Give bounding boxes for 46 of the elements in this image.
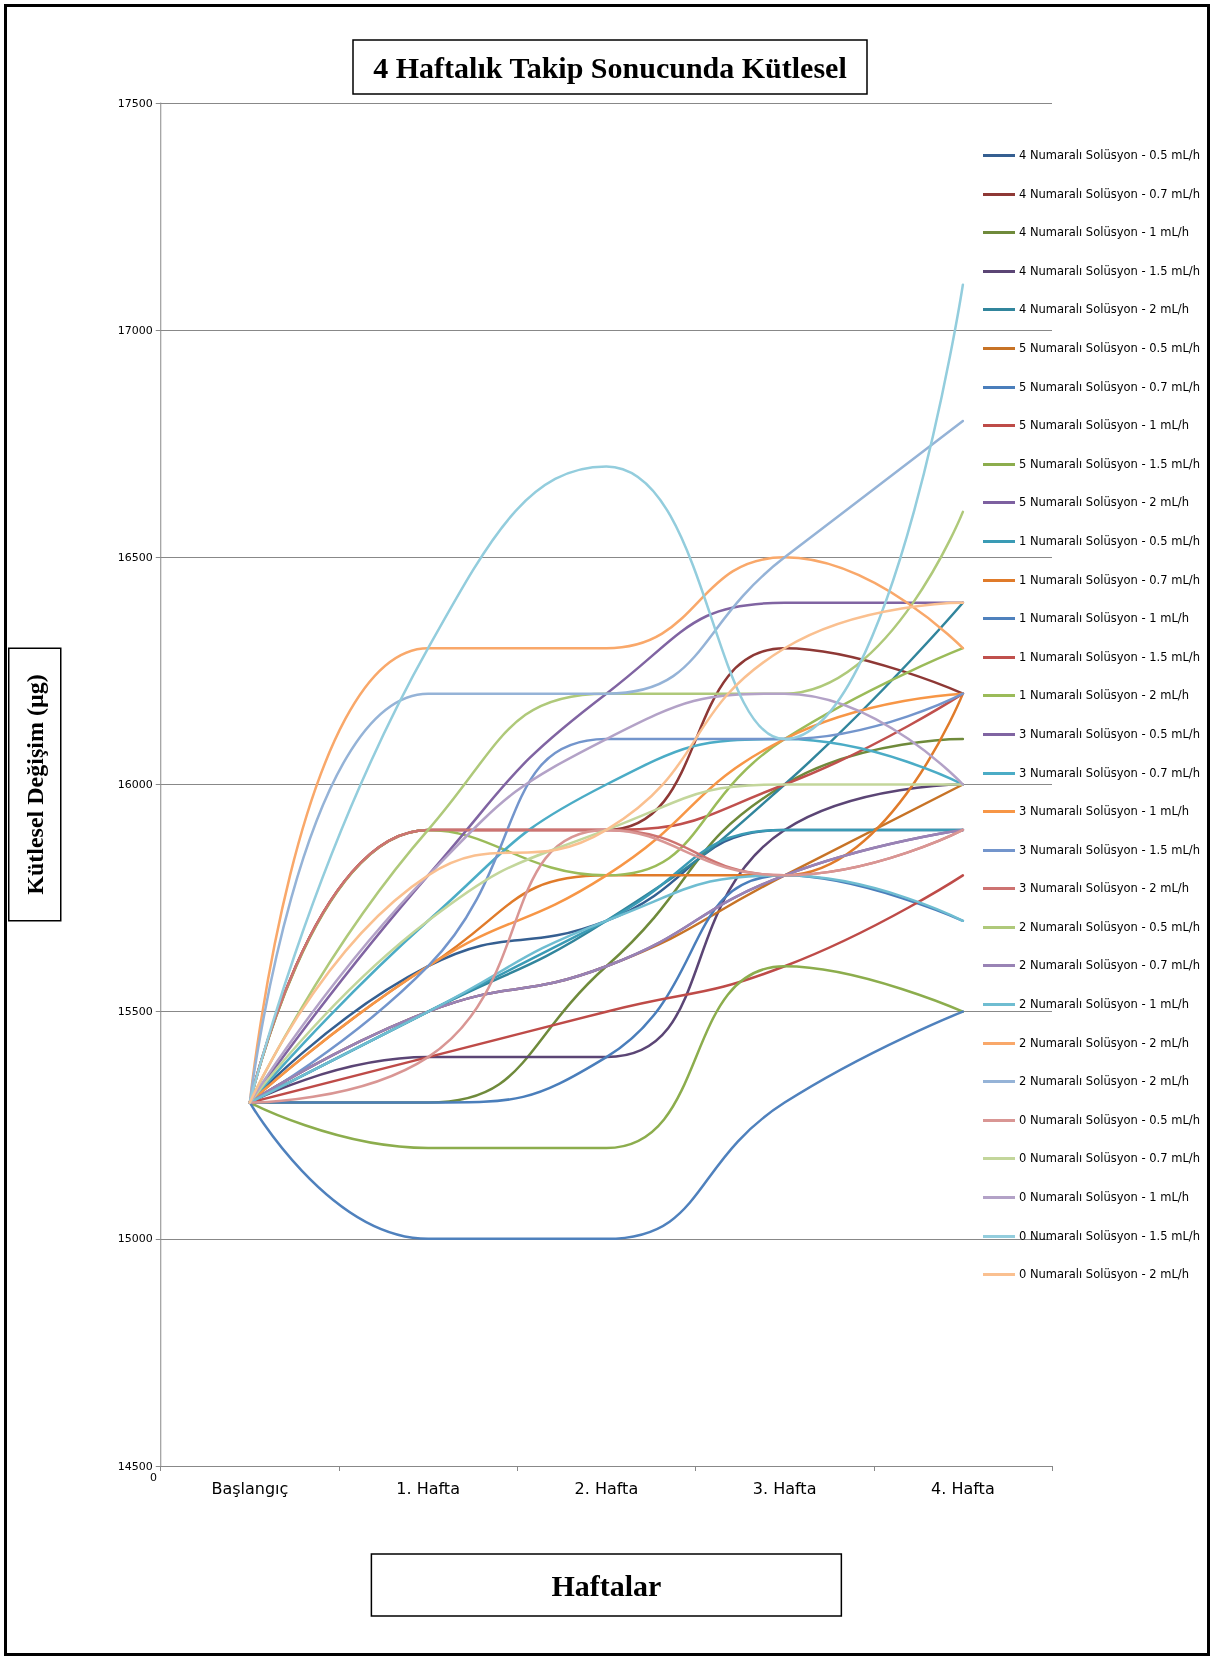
legend-label: 0 Numaralı Solüsyon - 1 mL/h <box>1018 1190 1190 1205</box>
legend-label: 5 Numaralı Solüsyon - 1.5 mL/h <box>1018 456 1200 471</box>
x-axis-title: Haftalar <box>551 1568 662 1602</box>
legend-label: 5 Numaralı Solüsyon - 0.5 mL/h <box>1018 340 1200 355</box>
x-tick-label: 2. Hafta <box>574 1478 639 1498</box>
legend-label: 3 Numaralı Solüsyon - 1 mL/h <box>1018 804 1190 819</box>
legend-label: 4 Numaralı Solüsyon - 0.5 mL/h <box>1018 148 1200 162</box>
x-tick-label: 1. Hafta <box>396 1478 460 1498</box>
legend-label: 1 Numaralı Solüsyon - 0.7 mL/h <box>1018 572 1200 587</box>
legend-label: 1 Numaralı Solüsyon - 0.5 mL/h <box>1018 533 1200 548</box>
legend-label: 4 Numaralı Solüsyon - 0.7 mL/h <box>1018 186 1200 201</box>
legend-label: 2 Numaralı Solüsyon - 2 mL/h <box>1018 1035 1190 1050</box>
x-tick-label: 4. Hafta <box>931 1478 995 1498</box>
legend-label: 1 Numaralı Solüsyon - 2 mL/h <box>1018 688 1190 703</box>
legend-label: 2 Numaralı Solüsyon - 0.5 mL/h <box>1018 919 1200 934</box>
legend-label: 3 Numaralı Solüsyon - 1.5 mL/h <box>1018 842 1200 857</box>
legend-label: 5 Numaralı Solüsyon - 2 mL/h <box>1018 495 1190 510</box>
legend-label: 4 Numaralı Solüsyon - 2 mL/h <box>1018 302 1190 317</box>
text: 0 <box>150 1471 157 1484</box>
legend-label: 2 Numaralı Solüsyon - 0.7 mL/h <box>1018 958 1200 973</box>
y-axis-title: Kütlesel Değişim (µg) <box>21 674 48 895</box>
legend-label: 1 Numaralı Solüsyon - 1.5 mL/h <box>1018 649 1200 664</box>
y-tick-label: 16500 <box>117 550 153 564</box>
x-tick-label: 3. Hafta <box>752 1478 817 1498</box>
y-tick-label: 16000 <box>117 778 153 791</box>
y-tick-label: 15500 <box>117 1005 153 1019</box>
legend-label: 4 Numaralı Solüsyon - 1 mL/h <box>1018 225 1190 240</box>
legend-label: 5 Numaralı Solüsyon - 1 mL/h <box>1018 418 1190 433</box>
legend-label: 3 Numaralı Solüsyon - 0.5 mL/h <box>1018 726 1200 741</box>
chart-title: 4 Haftalık Takip Sonucunda Kütlesel <box>373 50 847 84</box>
legend-label: 1 Numaralı Solüsyon - 1 mL/h <box>1018 611 1190 626</box>
y-tick-label: 15000 <box>117 1232 153 1246</box>
legend-label: 0 Numaralı Solüsyon - 0.7 mL/h <box>1018 1151 1200 1166</box>
legend-label: 2 Numaralı Solüsyon - 1 mL/h <box>1018 997 1190 1012</box>
legend-label: 0 Numaralı Solüsyon - 1.5 mL/h <box>1018 1228 1200 1243</box>
y-tick-label: 17500 <box>117 96 153 110</box>
legend-label: 0 Numaralı Solüsyon - 0.5 mL/h <box>1018 1112 1200 1127</box>
legend-label: 2 Numaralı Solüsyon - 2 mL/h <box>1018 1074 1190 1089</box>
x-tick-label: Başlangıç <box>211 1478 289 1498</box>
y-tick-label: 17000 <box>117 323 153 337</box>
legend-label: 0 Numaralı Solüsyon - 2 mL/h <box>1018 1267 1190 1282</box>
legend-label: 3 Numaralı Solüsyon - 2 mL/h <box>1018 881 1190 896</box>
y-tick-label: 14500 <box>117 1459 153 1473</box>
legend-label: 5 Numaralı Solüsyon - 0.7 mL/h <box>1018 379 1200 394</box>
legend-label: 3 Numaralı Solüsyon - 0.7 mL/h <box>1018 765 1200 780</box>
legend-label: 4 Numaralı Solüsyon - 1.5 mL/h <box>1018 263 1200 278</box>
